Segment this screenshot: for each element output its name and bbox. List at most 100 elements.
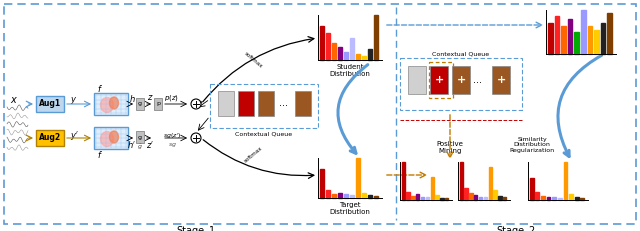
- Text: $sg$: $sg$: [168, 141, 177, 149]
- Text: Contextual Queue: Contextual Queue: [236, 131, 292, 136]
- Bar: [416, 194, 419, 200]
- Bar: [210, 84, 318, 128]
- Bar: [530, 178, 534, 200]
- Bar: [488, 167, 492, 200]
- Text: softmax: softmax: [243, 146, 263, 164]
- Bar: [356, 158, 360, 198]
- Bar: [435, 195, 439, 200]
- Text: $p(z)$: $p(z)$: [164, 93, 179, 103]
- Bar: [362, 193, 366, 198]
- Bar: [569, 195, 573, 200]
- Bar: [547, 197, 550, 200]
- Text: ...: ...: [472, 75, 481, 85]
- Text: g: g: [138, 101, 142, 106]
- Text: Aug1: Aug1: [39, 100, 61, 109]
- Bar: [412, 196, 415, 200]
- Bar: [238, 91, 254, 116]
- Bar: [607, 13, 612, 54]
- Text: Positive
Mining: Positive Mining: [436, 142, 463, 155]
- Text: Similarity
Distribution
Regularization: Similarity Distribution Regularization: [509, 137, 555, 153]
- Text: $h'$: $h'$: [127, 140, 137, 151]
- Text: softmax: softmax: [243, 51, 263, 69]
- Bar: [374, 196, 378, 198]
- Text: $z$: $z$: [147, 94, 154, 103]
- Bar: [350, 195, 354, 198]
- Bar: [563, 162, 568, 200]
- Bar: [588, 26, 592, 54]
- Bar: [406, 192, 410, 200]
- Bar: [356, 54, 360, 60]
- Bar: [469, 194, 472, 200]
- Bar: [408, 66, 426, 94]
- Bar: [136, 131, 144, 143]
- Bar: [580, 198, 584, 200]
- Text: Student
Distribution: Student Distribution: [330, 64, 371, 77]
- Bar: [368, 195, 372, 198]
- Bar: [431, 177, 434, 200]
- Ellipse shape: [100, 97, 113, 112]
- Text: $y$: $y$: [70, 95, 77, 106]
- Bar: [581, 10, 586, 54]
- Bar: [94, 127, 128, 149]
- Bar: [326, 190, 330, 198]
- Text: Aug2: Aug2: [39, 134, 61, 143]
- Bar: [332, 194, 336, 198]
- Bar: [36, 130, 64, 146]
- Text: $h$: $h$: [129, 92, 136, 103]
- Bar: [492, 66, 510, 94]
- Text: $f$: $f$: [97, 83, 103, 94]
- Text: Stage_2: Stage_2: [497, 225, 536, 231]
- Bar: [350, 38, 354, 60]
- Circle shape: [191, 99, 201, 109]
- Bar: [601, 23, 605, 54]
- Bar: [218, 91, 234, 116]
- Bar: [561, 26, 566, 54]
- Bar: [541, 196, 545, 200]
- Bar: [295, 91, 311, 116]
- Bar: [440, 198, 444, 200]
- Ellipse shape: [109, 131, 118, 143]
- Text: +: +: [497, 75, 506, 85]
- Bar: [536, 192, 540, 200]
- Circle shape: [191, 133, 201, 143]
- Bar: [426, 198, 429, 200]
- Bar: [568, 19, 572, 54]
- Bar: [136, 98, 144, 110]
- Bar: [320, 26, 324, 60]
- Bar: [484, 197, 487, 200]
- Bar: [479, 197, 483, 200]
- Text: ...: ...: [278, 98, 287, 108]
- Bar: [326, 33, 330, 60]
- Text: +: +: [435, 75, 444, 85]
- Bar: [548, 23, 552, 54]
- Bar: [368, 49, 372, 60]
- Bar: [493, 190, 497, 200]
- Text: Stage_1: Stage_1: [177, 225, 216, 231]
- Bar: [558, 198, 562, 200]
- Bar: [575, 197, 579, 200]
- Text: $sg(z^{\prime})$: $sg(z^{\prime})$: [163, 131, 181, 141]
- Ellipse shape: [100, 131, 113, 146]
- Bar: [94, 93, 128, 115]
- Ellipse shape: [109, 97, 118, 109]
- Bar: [400, 58, 522, 110]
- Bar: [430, 66, 448, 94]
- Bar: [338, 193, 342, 198]
- Bar: [499, 196, 502, 200]
- Bar: [452, 66, 470, 94]
- Text: $y'$: $y'$: [70, 128, 79, 142]
- Bar: [594, 30, 599, 54]
- Bar: [36, 96, 64, 112]
- Bar: [320, 169, 324, 198]
- Text: Contextual Queue: Contextual Queue: [433, 52, 490, 57]
- Bar: [332, 43, 336, 60]
- Bar: [344, 194, 348, 198]
- Bar: [555, 16, 559, 54]
- Bar: [429, 62, 453, 98]
- Text: Target
Distribution: Target Distribution: [330, 202, 371, 215]
- Text: $x$: $x$: [10, 95, 18, 105]
- Text: +: +: [456, 75, 466, 85]
- Bar: [344, 52, 348, 60]
- Bar: [474, 195, 477, 200]
- Bar: [401, 162, 405, 200]
